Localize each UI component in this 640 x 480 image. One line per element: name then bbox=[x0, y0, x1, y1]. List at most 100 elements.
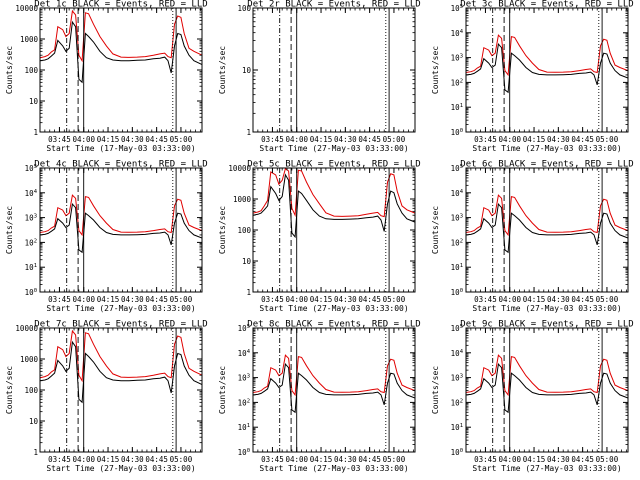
x-tick-label: 03:45 bbox=[261, 295, 284, 304]
y-tick-label: 101 bbox=[25, 263, 37, 272]
y-tick-label: 105 bbox=[451, 164, 463, 173]
y-axis-label: Counts/sec bbox=[218, 206, 227, 254]
y-tick-label: 1000 bbox=[233, 195, 252, 204]
y-tick-label: 10 bbox=[29, 97, 39, 106]
y-tick-label: 100 bbox=[238, 448, 250, 457]
series-lld-line bbox=[40, 9, 202, 63]
x-tick-label: 04:00 bbox=[72, 455, 95, 464]
x-tick-label: 03:45 bbox=[261, 135, 284, 144]
x-tick-label: 04:15 bbox=[97, 295, 120, 304]
x-tick-label: 03:45 bbox=[48, 295, 71, 304]
panel-title: Det 1c BLACK = Events, RED = LLD bbox=[34, 0, 207, 10]
x-axis-label: Start Time (27-May-03 03:33:00) bbox=[472, 304, 621, 313]
x-tick-label: 04:45 bbox=[145, 135, 168, 144]
panel-title: Det 7c BLACK = Events, RED = LLD bbox=[34, 320, 207, 330]
plot-frame bbox=[465, 7, 629, 133]
x-tick-label: 04:15 bbox=[310, 295, 333, 304]
y-axis-label: Counts/sec bbox=[218, 366, 227, 414]
y-tick-label: 10000 bbox=[228, 164, 251, 173]
x-tick-label: 04:15 bbox=[310, 455, 333, 464]
y-tick-label: 101 bbox=[238, 423, 250, 432]
x-tick-label: 04:45 bbox=[358, 135, 381, 144]
y-tick-label: 104 bbox=[25, 189, 38, 198]
y-tick-label: 100 bbox=[451, 288, 463, 297]
y-tick-label: 100 bbox=[237, 226, 251, 235]
x-axis-label: Start Time (27-May-03 03:33:00) bbox=[472, 464, 621, 473]
panel-title: Det 4c BLACK = Events, RED = LLD bbox=[34, 160, 207, 170]
x-tick-label: 04:00 bbox=[285, 455, 308, 464]
y-tick-label: 105 bbox=[25, 164, 37, 173]
y-tick-label: 10000 bbox=[15, 4, 38, 13]
y-tick-label: 103 bbox=[25, 214, 37, 223]
x-tick-label: 04:15 bbox=[523, 295, 546, 304]
x-axis-label: Start Time (17-May-03 03:33:00) bbox=[46, 144, 195, 153]
x-axis-label: Start Time (27-May-03 03:33:00) bbox=[472, 144, 621, 153]
x-tick-label: 05:00 bbox=[596, 455, 619, 464]
x-tick-label: 04:30 bbox=[334, 135, 357, 144]
x-axis-label: Start Time (27-May-03 03:33:00) bbox=[259, 464, 408, 473]
x-tick-label: 04:00 bbox=[498, 295, 521, 304]
x-tick-label: 03:45 bbox=[474, 135, 497, 144]
x-tick-label: 04:00 bbox=[285, 135, 308, 144]
series-events-line bbox=[466, 202, 628, 254]
series-events-line bbox=[40, 20, 202, 84]
x-tick-label: 04:15 bbox=[97, 455, 120, 464]
x-tick-label: 04:00 bbox=[72, 135, 95, 144]
x-tick-label: 05:00 bbox=[170, 455, 193, 464]
x-tick-label: 04:45 bbox=[571, 295, 594, 304]
y-tick-label: 1000 bbox=[20, 35, 39, 44]
x-tick-label: 04:45 bbox=[145, 455, 168, 464]
plot-frame bbox=[252, 327, 416, 453]
y-tick-label: 103 bbox=[451, 54, 463, 63]
y-tick-label: 100 bbox=[24, 66, 38, 75]
y-tick-label: 103 bbox=[238, 374, 250, 383]
x-tick-label: 05:00 bbox=[596, 295, 619, 304]
y-tick-label: 1 bbox=[33, 448, 38, 457]
y-tick-label: 101 bbox=[451, 103, 463, 112]
panel-title: Det 5c BLACK = Events, RED = LLD bbox=[247, 160, 420, 170]
x-tick-label: 04:00 bbox=[498, 455, 521, 464]
plot-frame bbox=[465, 167, 629, 293]
y-tick-label: 104 bbox=[238, 349, 251, 358]
series-events-line bbox=[40, 340, 202, 404]
panel-8: Det 8c BLACK = Events, RED = LLD 100 101 10… bbox=[218, 320, 421, 474]
y-tick-label: 104 bbox=[451, 189, 464, 198]
series-events-line bbox=[253, 362, 415, 414]
y-tick-label: 102 bbox=[451, 78, 463, 87]
x-tick-label: 03:45 bbox=[474, 455, 497, 464]
y-tick-label: 104 bbox=[451, 29, 464, 38]
x-tick-label: 04:30 bbox=[121, 295, 144, 304]
series-lld-line bbox=[466, 194, 628, 237]
x-tick-label: 05:00 bbox=[170, 295, 193, 304]
y-tick-label: 1 bbox=[246, 288, 251, 297]
x-tick-label: 04:15 bbox=[97, 135, 120, 144]
y-tick-label: 100 bbox=[24, 386, 38, 395]
series-lld-line bbox=[466, 34, 628, 77]
y-tick-label: 10000 bbox=[15, 324, 38, 333]
series-events-line bbox=[253, 173, 415, 239]
x-tick-label: 05:00 bbox=[383, 135, 406, 144]
x-tick-label: 04:45 bbox=[571, 455, 594, 464]
panel-5: Det 5c BLACK = Events, RED = LLD 1 10 100 10… bbox=[218, 160, 421, 314]
x-tick-label: 04:00 bbox=[285, 295, 308, 304]
plot-frame bbox=[39, 167, 203, 293]
y-axis-label: Counts/sec bbox=[431, 206, 440, 254]
x-axis-label: Start Time (27-May-03 03:33:00) bbox=[46, 304, 195, 313]
y-tick-label: 1000 bbox=[20, 355, 39, 364]
x-tick-label: 04:45 bbox=[571, 135, 594, 144]
y-tick-label: 1 bbox=[246, 128, 251, 137]
series-events-line bbox=[466, 42, 628, 94]
y-tick-label: 101 bbox=[451, 263, 463, 272]
x-tick-label: 03:45 bbox=[48, 135, 71, 144]
panel-title: Det 6c BLACK = Events, RED = LLD bbox=[460, 160, 633, 170]
panel-title: Det 2r BLACK = Events, RED = LLD bbox=[247, 0, 420, 10]
panel-4: Det 4c BLACK = Events, RED = LLD 100 101 10… bbox=[5, 160, 208, 314]
series-lld-line bbox=[40, 329, 202, 383]
y-tick-label: 100 bbox=[451, 128, 463, 137]
series-lld-line bbox=[253, 354, 415, 397]
x-tick-label: 04:00 bbox=[72, 295, 95, 304]
y-tick-label: 105 bbox=[451, 4, 463, 13]
y-axis-label: Counts/sec bbox=[431, 366, 440, 414]
y-axis-label: Counts/sec bbox=[5, 366, 14, 414]
